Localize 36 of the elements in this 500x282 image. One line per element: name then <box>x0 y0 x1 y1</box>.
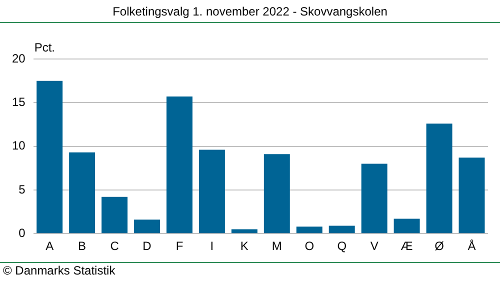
bar <box>296 226 322 234</box>
y-tick-label: 10 <box>12 138 26 153</box>
bar <box>102 196 128 234</box>
x-tick-label: Å <box>468 239 476 254</box>
y-tick-label: 5 <box>18 182 26 196</box>
x-tick-label: K <box>240 239 248 254</box>
y-tick-label: 0 <box>18 226 26 240</box>
bar <box>328 226 355 234</box>
x-tick-label: Ø <box>434 239 444 254</box>
bar <box>166 96 192 234</box>
x-tick-label: V <box>370 239 378 254</box>
x-tick-label: I <box>210 239 214 254</box>
y-axis-title: Pct. <box>34 40 56 54</box>
y-tick-label: 15 <box>12 94 26 109</box>
bar <box>458 158 485 234</box>
bar <box>36 80 63 234</box>
x-tick-label: B <box>78 239 86 254</box>
x-tick-label: F <box>176 239 184 254</box>
bar <box>69 152 96 234</box>
bar <box>264 154 290 234</box>
chart-title: Folketingsvalg 1. november 2022 - Skovvangskolen <box>112 4 388 18</box>
x-tick-label: C <box>110 239 120 254</box>
bar <box>426 124 452 234</box>
x-tick-label: D <box>142 239 152 254</box>
x-tick-label: M <box>272 239 282 254</box>
bar <box>134 220 160 234</box>
bar <box>394 218 420 234</box>
y-tick-label: 20 <box>12 51 26 66</box>
text: © Danmarks Statistik <box>3 263 116 278</box>
bar <box>198 150 225 234</box>
x-tick-label: A <box>46 239 54 254</box>
x-tick-label: Q <box>337 239 347 254</box>
x-tick-label: Æ <box>400 239 413 254</box>
bar <box>361 164 388 234</box>
bar <box>231 229 258 234</box>
x-tick-label: O <box>304 239 314 254</box>
